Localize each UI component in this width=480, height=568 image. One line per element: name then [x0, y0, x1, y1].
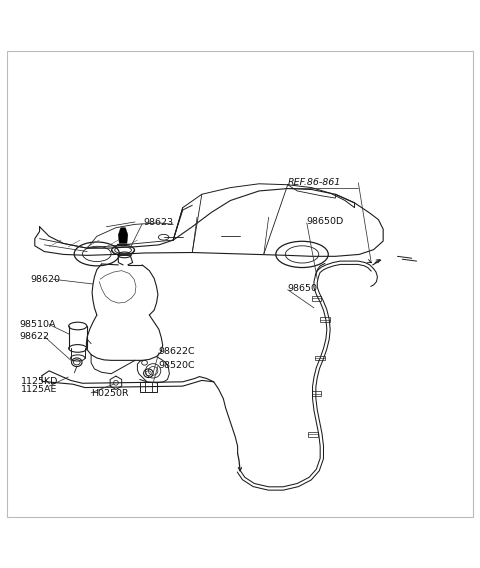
- Text: 1125KD: 1125KD: [21, 377, 58, 386]
- Text: H0250R: H0250R: [91, 389, 129, 398]
- Text: 98650: 98650: [288, 284, 318, 293]
- Text: 98510A: 98510A: [20, 320, 56, 329]
- Text: 98623: 98623: [144, 219, 174, 227]
- Bar: [312, 296, 321, 300]
- Text: 98650D: 98650D: [307, 218, 344, 227]
- Bar: [312, 391, 321, 396]
- Text: 98620: 98620: [30, 275, 60, 284]
- Text: 98622C: 98622C: [159, 347, 195, 356]
- Text: 98520C: 98520C: [158, 361, 194, 370]
- Text: 98622: 98622: [20, 332, 49, 341]
- Text: REF.86-861: REF.86-861: [288, 178, 341, 187]
- Bar: [320, 318, 330, 322]
- Bar: [308, 432, 318, 437]
- Bar: [140, 382, 157, 392]
- Bar: [315, 356, 325, 360]
- Text: 1125AE: 1125AE: [21, 386, 57, 394]
- Polygon shape: [118, 228, 128, 244]
